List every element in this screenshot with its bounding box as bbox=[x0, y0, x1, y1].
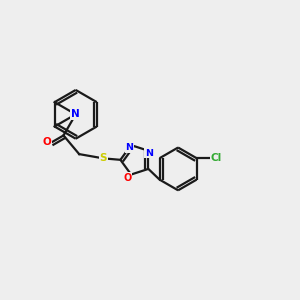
Text: N: N bbox=[145, 148, 153, 158]
Text: S: S bbox=[99, 153, 107, 163]
Text: N: N bbox=[126, 143, 134, 152]
Text: O: O bbox=[42, 137, 51, 147]
Text: O: O bbox=[123, 172, 132, 182]
Text: N: N bbox=[71, 109, 80, 119]
Text: Cl: Cl bbox=[211, 153, 222, 163]
